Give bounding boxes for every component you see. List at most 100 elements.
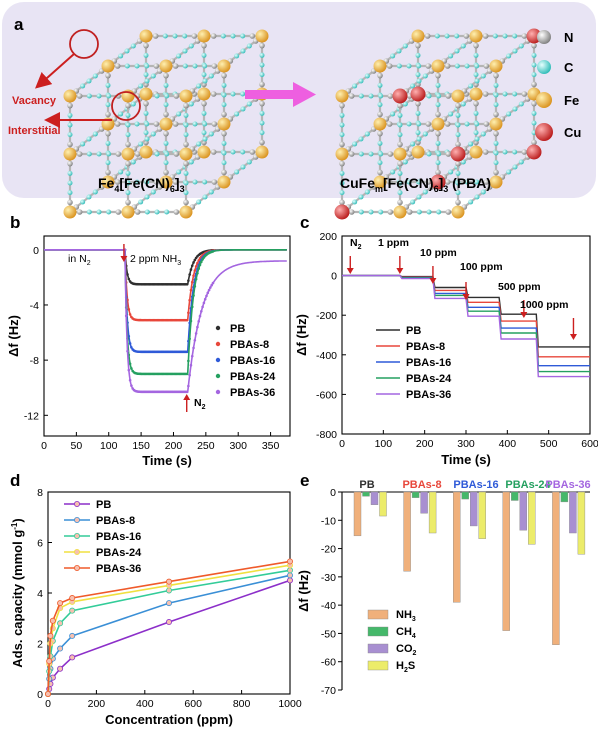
- c-atom: [246, 43, 252, 49]
- y-tick-label: -70: [321, 685, 336, 697]
- c-atom: [124, 63, 130, 69]
- fe-atom: [121, 147, 135, 161]
- legend-label-PBAs-8: PBAs-8: [230, 339, 269, 351]
- point-PB: [286, 577, 293, 584]
- b-arrow-nh3-head: [120, 256, 128, 262]
- panel-d-letter: d: [10, 471, 20, 490]
- c-atom: [436, 93, 442, 99]
- c-atom: [460, 101, 466, 107]
- fe-atom: [411, 29, 425, 43]
- fe-atom: [179, 205, 193, 219]
- c-atom: [202, 78, 208, 84]
- c-atom: [202, 194, 208, 200]
- c-atom: [397, 170, 403, 176]
- c-atom: [105, 82, 111, 88]
- point-PBAs-36: [200, 309, 203, 313]
- c-atom: [531, 52, 537, 58]
- c-atom: [410, 141, 416, 147]
- n-atom: [114, 63, 121, 69]
- c-atom: [455, 180, 461, 186]
- c-atom: [246, 159, 252, 165]
- point-PBAs-36: [198, 314, 202, 318]
- y-tick-label: -30: [321, 572, 336, 584]
- n-atom: [125, 199, 131, 206]
- n-atom: [259, 42, 265, 49]
- point-PB: [57, 665, 64, 672]
- point-PBAs-24: [189, 319, 193, 323]
- n-atom: [397, 141, 403, 148]
- legend-label-PBAs-24: PBAs-24: [406, 373, 452, 385]
- b-annotation-in-n2: in N2: [68, 253, 91, 267]
- n-atom: [435, 111, 441, 118]
- bar-CO2-PBAs-16: [470, 491, 478, 527]
- c-atom: [377, 140, 383, 146]
- point-PBAs-36: [196, 325, 199, 329]
- c-atom: [144, 121, 150, 127]
- n-atom: [221, 169, 227, 176]
- b-arrow-n2-head: [183, 394, 191, 400]
- n-atom: [493, 72, 499, 79]
- point-PBAs-8: [185, 318, 189, 322]
- n-atom: [348, 151, 355, 157]
- left-formula: Fe4[Fe(CN)6]3: [98, 175, 185, 194]
- n-atom: [377, 130, 383, 137]
- x-tick-label: 400: [499, 438, 517, 450]
- bar-CH4-PBAs-24: [511, 491, 519, 501]
- c-atom: [448, 169, 454, 175]
- c-atom: [154, 93, 160, 99]
- c-atom: [502, 91, 508, 97]
- fe-atom: [255, 145, 269, 159]
- fe-atom: [159, 175, 173, 189]
- legend-fe-atom: [536, 92, 552, 108]
- point-PB: [69, 654, 76, 661]
- cu-atom: [450, 146, 466, 162]
- c-atom: [464, 63, 470, 69]
- n-atom: [377, 169, 383, 176]
- point-PBAs-24: [200, 260, 203, 264]
- legend-label-PBAs-16: PBAs-16: [230, 355, 275, 367]
- c-atom: [125, 112, 131, 118]
- point-PBAs-8: [192, 274, 195, 277]
- point-PBAs-24: [192, 294, 195, 297]
- n-atom: [397, 199, 403, 206]
- c-atom: [150, 131, 156, 137]
- c-atom: [86, 78, 92, 84]
- c-atom: [415, 52, 421, 58]
- n-atom: [483, 179, 490, 185]
- n-atom: [259, 81, 265, 88]
- c-atom: [364, 189, 370, 195]
- c-atom: [512, 33, 518, 39]
- n-atom: [435, 72, 441, 79]
- c-atom: [460, 43, 466, 49]
- fe-atom: [159, 59, 173, 73]
- point-PBAs-36: [205, 294, 208, 298]
- c-atom: [202, 63, 208, 69]
- fe-atom: [197, 29, 211, 43]
- fe-atom: [63, 205, 77, 219]
- point-PBAs-36: [207, 288, 211, 292]
- c-atom: [96, 151, 102, 157]
- c-atom: [436, 209, 442, 215]
- fe-atom: [217, 175, 231, 189]
- n-atom: [76, 93, 83, 99]
- fe-atom: [101, 175, 115, 189]
- c-atom: [134, 121, 140, 127]
- c-atom: [531, 72, 537, 78]
- c-atom: [358, 136, 364, 142]
- point-PB: [188, 273, 191, 276]
- fe-atom: [255, 29, 269, 43]
- c-atom: [162, 33, 168, 39]
- n-atom: [221, 72, 227, 79]
- c-atom: [164, 209, 170, 215]
- c-atom: [144, 209, 150, 215]
- n-atom: [473, 100, 479, 107]
- legend-n-atom: [537, 30, 551, 44]
- x-tick-label: 0: [339, 438, 345, 450]
- c-atom: [368, 151, 374, 157]
- x-tick-label: 800: [233, 698, 251, 710]
- c-atom: [434, 33, 440, 39]
- c-atom: [86, 194, 92, 200]
- n-atom: [259, 139, 265, 146]
- point-PBAs-24: [128, 362, 132, 366]
- point-PBAs-36: [185, 390, 189, 394]
